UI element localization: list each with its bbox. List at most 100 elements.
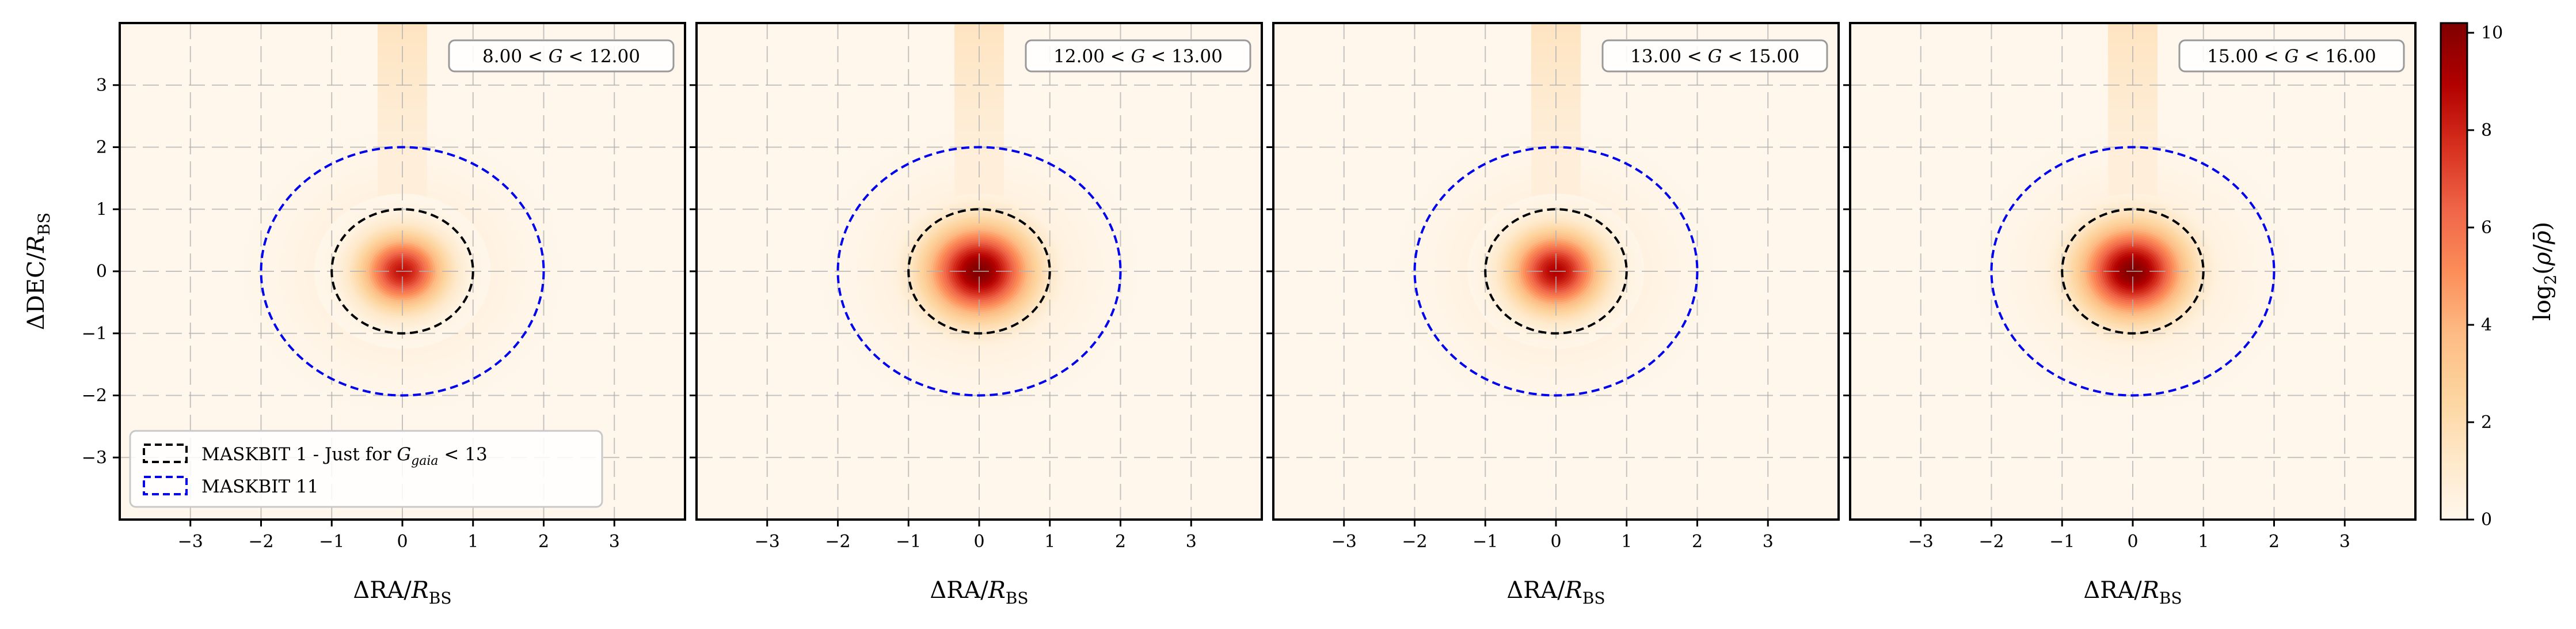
range-lower-value: 15.00 [2207,46,2258,67]
range-lt-sign: < [563,46,589,67]
range-symbol: G [1708,46,1722,67]
x-tick-label: −2 [1978,532,2004,552]
x-tick-label: 1 [1621,532,1632,552]
x-tick-label: 2 [1692,532,1703,552]
x-tick-label: 3 [609,532,620,552]
range-label-box [1025,39,1251,73]
colorbar-tick-label: 6 [2481,218,2492,238]
x-tick-label: 2 [1115,532,1126,552]
y-tick-label: 1 [96,199,107,219]
y-axis-label-sub: BS [35,213,54,236]
legend-var: G [397,444,411,465]
y-tick-label: −1 [82,324,107,344]
x-axis-label-var: R [411,577,429,604]
x-tick-label: −3 [1331,532,1357,552]
x-axis-label-sub: BS [429,589,452,608]
x-tick-label: −3 [1908,532,1934,552]
y-tick-label: 2 [96,138,107,158]
panel-3: −3 −2 −1 0 1 2 3 13.00 < G < 15.00 ΔRA/RBS [1266,22,1840,608]
colorbar-label-base: 2 [2541,275,2560,285]
colorbar-tick-label: 8 [2481,120,2492,141]
colorbar-label-log: log [2529,285,2556,321]
legend-tail: < 13 [439,444,488,465]
range-lower-value: 8.00 [482,46,522,67]
x-axis-label-var: R [988,577,1006,604]
colorbar-tick-label: 2 [2481,412,2492,433]
y-tick-label: −2 [82,386,107,406]
range-label-box [2178,39,2405,73]
x-axis-label-var: R [2141,577,2159,604]
magnitude-range-label: 8.00 < G < 12.00 [482,46,640,67]
colorbar-tick-label: 10 [2481,23,2503,43]
colorbar-label-paren-close: ) [2529,222,2556,231]
x-axis-label-sub: BS [1006,589,1029,608]
x-tick-label: 3 [1186,532,1197,552]
range-symbol: G [2285,46,2299,67]
range-lt-sign: < [2299,46,2325,67]
x-tick-label: 0 [1550,532,1561,552]
legend-label-text: MASKBIT 1 - Just for [201,444,397,465]
range-symbol: G [1131,46,1146,67]
maskbit-11-circle [1413,146,1699,397]
legend-swatch-maskbit-1 [143,444,188,463]
legend-label-maskbit-1: MASKBIT 1 - Just for Ggaia < 13 [201,444,488,468]
range-lt-sign: < [1145,46,1171,67]
x-axis-label: ΔRA/RBS [353,577,451,608]
legend-box [129,430,603,508]
legend-swatch-maskbit-11 [143,476,188,495]
maskbit-11-circle [260,146,545,397]
range-label-box [448,39,675,73]
magnitude-range-label: 13.00 < G < 15.00 [1630,46,1799,67]
x-tick-label: 2 [2269,532,2280,552]
x-axis-label-sub: BS [1582,589,1605,608]
y-axis-label-main: ΔDEC/ [23,252,50,330]
maskbit-1-circle [330,208,474,335]
x-tick-label: 0 [973,532,984,552]
maskbit-1-circle [907,208,1051,335]
y-axis-label: ΔDEC/RBS [23,213,54,330]
range-lower-value: 12.00 [1053,46,1105,67]
range-upper-value: 15.00 [1748,46,1799,67]
x-tick-label: −1 [319,532,344,552]
colorbar-label-slash: / [2529,244,2556,252]
x-tick-label: −1 [2049,532,2075,552]
range-upper-value: 13.00 [1171,46,1223,67]
x-tick-label: −2 [1402,532,1427,552]
x-tick-label: −1 [1472,532,1498,552]
x-tick-label: 3 [1763,532,1774,552]
y-axis-label-var: R [23,236,50,253]
x-axis-label-main: ΔRA/ [930,577,988,604]
x-axis-label-main: ΔRA/ [2083,577,2142,604]
panel-1: −3 −2 −1 0 1 2 3 −3 −2 −1 0 1 2 3 8.00 < G < 12.00 ΔRA/… [82,22,686,608]
x-axis-label: ΔRA/RBS [2083,577,2182,608]
panel-2: −3 −2 −1 0 1 2 3 12.00 < G < 13.00 ΔRA/RBS [690,22,1263,608]
x-tick-label: 1 [1044,532,1055,552]
range-lt-sign: < [2258,46,2285,67]
maskbit-1-circle [1484,208,1628,335]
range-lower-value: 13.00 [1630,46,1681,67]
x-tick-label: −2 [248,532,273,552]
x-axis-label-var: R [1565,577,1582,604]
x-tick-label: −3 [178,532,203,552]
x-tick-label: 3 [2339,532,2350,552]
x-axis-label: ΔRA/RBS [930,577,1028,608]
legend-label-text: MASKBIT 11 [201,476,319,497]
colorbar-gradient [2440,22,2468,521]
range-upper-value: 12.00 [589,46,640,67]
maskbit-1-circle [2061,208,2205,335]
magnitude-range-label: 12.00 < G < 13.00 [1053,46,1223,67]
legend-label-maskbit-11: MASKBIT 11 [201,476,319,497]
colorbar-label: log2(ρ/ρ̄) [2529,222,2560,321]
x-tick-label: −1 [896,532,921,552]
x-axis-label: ΔRA/RBS [1506,577,1605,608]
x-tick-label: 1 [467,532,478,552]
range-upper-value: 16.00 [2325,46,2376,67]
maskbit-11-circle [836,146,1122,397]
range-symbol: G [549,46,563,67]
x-axis-label-sub: BS [2159,589,2182,608]
x-axis-label-main: ΔRA/ [1506,577,1565,604]
